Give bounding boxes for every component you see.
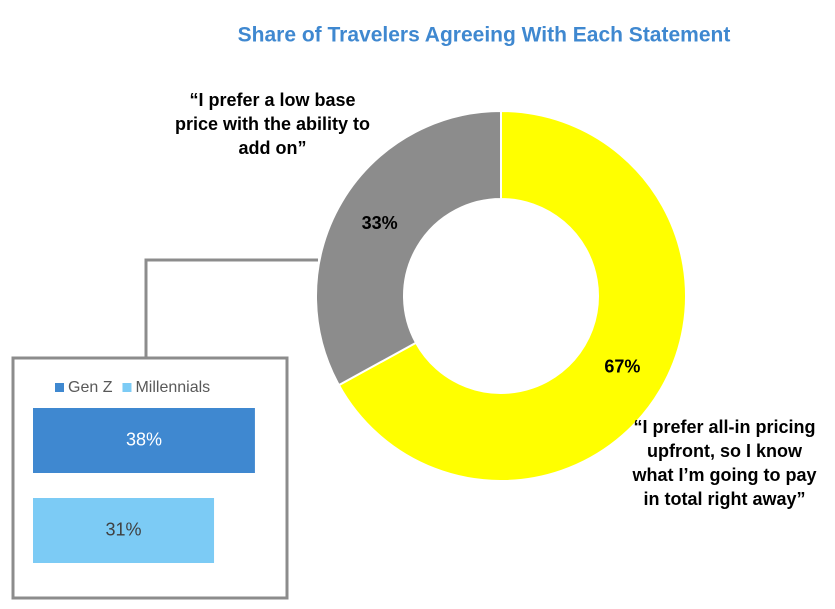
chart-title: Share of Travelers Agreeing With Each St… (238, 24, 731, 47)
donut-slice (337, 109, 687, 482)
connector (144, 258, 318, 358)
slice-label: “I prefer all-in pricing upfront, so I k… (632, 417, 817, 509)
legend-swatch (122, 383, 132, 392)
value-label: 67% (604, 357, 640, 377)
legend-swatch (55, 383, 64, 392)
bar (33, 408, 255, 473)
slice-label: “I prefer a low base price with the abil… (174, 90, 371, 158)
donut-slice (315, 109, 502, 387)
value-label: 33% (362, 213, 398, 233)
value-label: 38% (126, 429, 162, 449)
legend-label: Millennials (135, 379, 210, 396)
bar (33, 498, 215, 563)
legend-label: Gen Z (68, 379, 113, 396)
value-label: 31% (106, 519, 142, 539)
